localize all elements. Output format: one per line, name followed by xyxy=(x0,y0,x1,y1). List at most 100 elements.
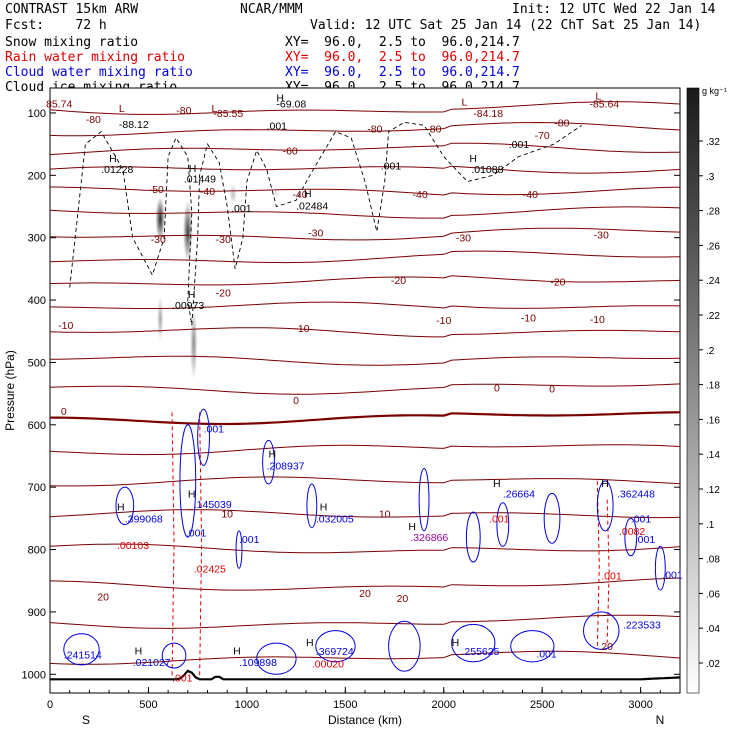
isotherm-label: -30 xyxy=(216,234,231,246)
extremum-value-label: .001 xyxy=(172,672,193,684)
snow-shading-core xyxy=(155,196,166,242)
terrain-line xyxy=(50,669,680,681)
x-tick-label: 500 xyxy=(139,699,157,711)
extremum-value-label: -85.64 xyxy=(589,99,619,111)
isotherm xyxy=(50,444,680,456)
high-marker: H xyxy=(188,289,196,301)
extremum-value-label: .02484 xyxy=(296,200,328,212)
low-marker: L xyxy=(595,90,601,102)
extremum-value-label: .02425 xyxy=(194,563,226,575)
extremum-value-label: .001 xyxy=(231,203,252,215)
extremum-value-label: .208937 xyxy=(267,460,305,472)
extremum-value-label: .001 xyxy=(635,534,656,546)
isotherm xyxy=(50,275,680,286)
colorbar-tick-label: .1 xyxy=(706,520,715,531)
high-marker: H xyxy=(306,637,314,649)
snow-shading-core xyxy=(189,307,198,380)
extremum-value-label: .241514 xyxy=(64,649,102,661)
colorbar-scale xyxy=(686,87,700,694)
high-marker: H xyxy=(135,646,143,658)
colorbar-unit: g kg⁻¹ xyxy=(702,86,727,96)
isotherm xyxy=(50,227,680,241)
extremum-value-label: .001 xyxy=(536,649,557,661)
isotherm-label: -40 xyxy=(200,186,215,198)
plot-frame xyxy=(49,87,681,694)
extremum-value-label: .326866 xyxy=(410,532,448,544)
colorbar-tick-label: .24 xyxy=(706,276,720,287)
isotherm xyxy=(50,121,680,137)
colorbar-tick-label: .26 xyxy=(706,241,720,252)
high-marker: H xyxy=(269,448,277,460)
y-tick-label: 400 xyxy=(28,295,46,307)
cloud-water-contour xyxy=(596,480,614,532)
isotherm-label: -20 xyxy=(391,275,406,287)
x-tick-label: 1000 xyxy=(235,699,259,711)
extremum-value-label: .001 xyxy=(509,139,530,151)
snow-shading-core xyxy=(182,200,193,263)
snow-shading-core xyxy=(157,296,164,342)
extremum-value-label: .00020 xyxy=(312,659,344,671)
colorbar-tick-label: .06 xyxy=(706,589,720,600)
cloud-water-contour xyxy=(197,408,210,466)
isotherm-label: -30 xyxy=(151,234,166,246)
extremum-value-label: .369724 xyxy=(316,646,354,658)
isotherm-label: -10 xyxy=(521,313,536,325)
cloud-water-contour xyxy=(418,467,430,532)
colorbar-tick-label: .08 xyxy=(706,555,720,566)
isotherm-label: -80 xyxy=(86,114,101,126)
extremum-value-label: .001 xyxy=(381,160,402,172)
cloud-water-contour xyxy=(510,630,555,663)
cloud-water-contour xyxy=(654,545,666,591)
low-marker: L xyxy=(119,103,125,115)
y-tick-label: 1000 xyxy=(22,669,46,681)
cloud-water-contour xyxy=(235,530,243,569)
isotherm xyxy=(50,383,680,395)
colorbar-tick-label: .04 xyxy=(706,624,720,635)
model-title: CONTRAST 15km ARW xyxy=(5,2,139,17)
high-marker: H xyxy=(601,478,609,490)
isotherm xyxy=(50,186,680,196)
high-marker: H xyxy=(408,521,416,533)
cloud-water-contour xyxy=(306,483,318,529)
extremum-value-label: .145039 xyxy=(194,499,232,511)
y-tick-label: 300 xyxy=(28,233,46,245)
extremum-value-label: -88.12 xyxy=(119,119,149,131)
isotherm xyxy=(50,543,680,554)
cloud-water-contour xyxy=(115,486,135,526)
isotherm-label: -30 xyxy=(456,233,471,245)
y-tick-label: 600 xyxy=(28,420,46,432)
cloud-water-contour xyxy=(496,502,510,547)
cloud-water-contour xyxy=(63,633,100,666)
extremum-value-label: .021027 xyxy=(133,657,171,669)
colorbar-tick-label: .14 xyxy=(706,450,720,461)
contour-labels: -80 -80 -80 -80 -80 -70 -60 -50 -40 -40 -40 -40 -30 -… xyxy=(46,90,683,684)
isotherm xyxy=(50,142,680,155)
isotherm-label: -80 xyxy=(176,105,191,117)
isotherm-label: -20 xyxy=(550,276,565,288)
isotherm-label: -30 xyxy=(594,230,609,242)
center-name: NCAR/MMM xyxy=(240,2,303,17)
extremum-value-label: .223533 xyxy=(623,619,661,631)
field-rain-label: Rain water mixing ratio xyxy=(5,50,186,65)
isotherm xyxy=(50,250,680,264)
isotherm-label: -20 xyxy=(216,288,231,300)
y-tick-label: 500 xyxy=(28,357,46,369)
snow-shading-core xyxy=(229,183,237,205)
isotherm xyxy=(50,577,680,591)
x-tick-label: 2000 xyxy=(432,699,456,711)
extremum-value-label: .001 xyxy=(186,528,207,540)
isotherm-label: -80 xyxy=(554,117,569,129)
init-time: Init: 12 UTC Wed 22 Jan 14 xyxy=(512,2,716,17)
y-tick-label: 200 xyxy=(28,170,46,182)
y-axis-label: Pressure (hPa) xyxy=(3,350,17,431)
cloud-water-contour xyxy=(465,511,481,563)
extremum-value-label: 85.74 xyxy=(46,99,72,111)
extremum-value-label: .399068 xyxy=(125,513,163,525)
colorbar-tick-label: .2 xyxy=(706,346,715,357)
colorbar-tick-label: .02 xyxy=(706,659,720,670)
extremum-value-label: .01449 xyxy=(184,173,216,185)
extremum-value-label: .00973 xyxy=(172,300,204,312)
isotherm xyxy=(50,355,680,366)
isotherm xyxy=(50,327,680,338)
extremum-value-label: -85.55 xyxy=(213,108,243,120)
